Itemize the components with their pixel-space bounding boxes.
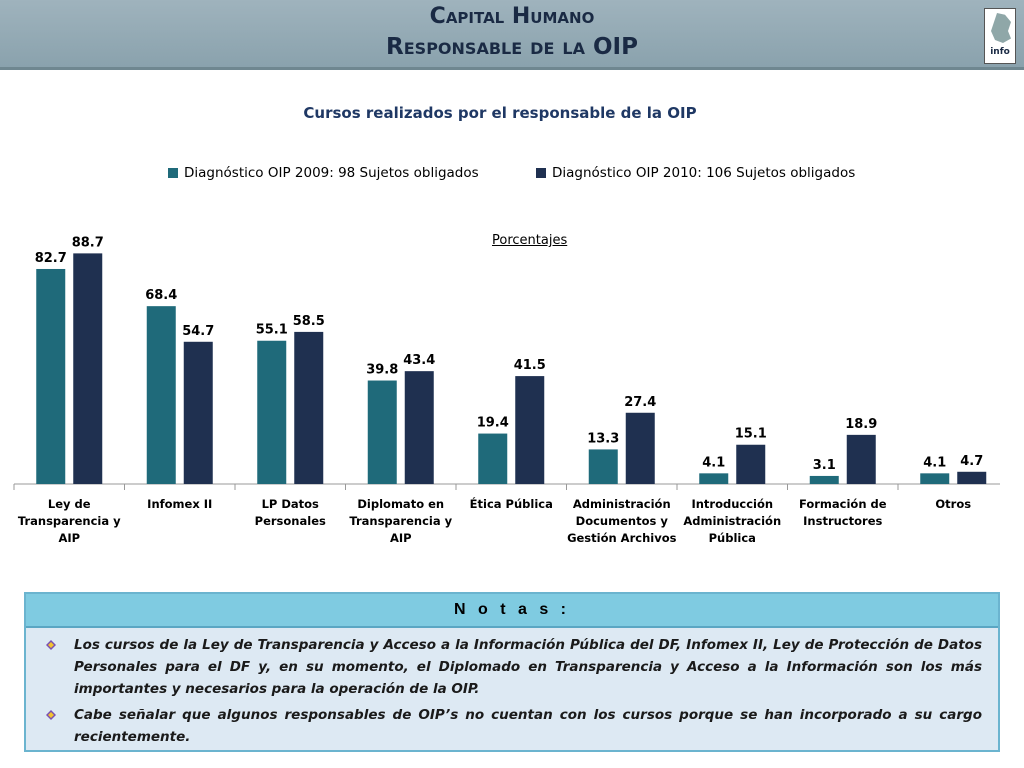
notes-panel: N o t a s : Los cursos de la Ley de Tran… bbox=[24, 592, 1000, 752]
legend-swatch-2010 bbox=[536, 168, 546, 178]
category-label: Transparencia y bbox=[18, 514, 121, 528]
data-label: 13.3 bbox=[587, 431, 619, 446]
data-label: 18.9 bbox=[845, 417, 877, 432]
note-item: Los cursos de la Ley de Transparencia y … bbox=[46, 634, 982, 700]
header-title-line1: Capital Humano bbox=[429, 4, 595, 29]
chart-title: Cursos realizados por el responsable de … bbox=[303, 104, 697, 122]
notes-title: N o t a s : bbox=[26, 594, 998, 628]
legend-swatch-2009 bbox=[168, 168, 178, 178]
data-label: 43.4 bbox=[403, 353, 435, 368]
category-label: Pública bbox=[709, 531, 756, 545]
category-label: Administración bbox=[683, 514, 781, 528]
bar-2009 bbox=[36, 268, 66, 484]
bar-2010 bbox=[404, 371, 434, 484]
category-label: Administración bbox=[573, 497, 671, 511]
data-label: 3.1 bbox=[813, 458, 836, 473]
category-label: Infomex II bbox=[147, 497, 212, 511]
data-label: 19.4 bbox=[477, 416, 509, 431]
bar-2009 bbox=[257, 340, 287, 484]
data-label: 4.1 bbox=[923, 455, 946, 470]
bar-2009 bbox=[146, 306, 176, 484]
category-label: Ley de bbox=[48, 497, 91, 511]
bar-2010 bbox=[515, 376, 545, 484]
category-label: Otros bbox=[935, 497, 971, 511]
bar-2009 bbox=[588, 449, 618, 484]
category-label: Personales bbox=[255, 514, 326, 528]
data-label: 41.5 bbox=[514, 358, 546, 373]
category-label: Instructores bbox=[803, 514, 882, 528]
data-label: 15.1 bbox=[735, 427, 767, 442]
bar-2010 bbox=[957, 471, 987, 484]
bar-2009 bbox=[699, 473, 729, 484]
bar-2009 bbox=[478, 433, 508, 484]
data-label: 4.7 bbox=[960, 454, 983, 469]
bar-2010 bbox=[625, 412, 655, 484]
bar-2010 bbox=[183, 341, 213, 484]
notes-list: Los cursos de la Ley de Transparencia y … bbox=[26, 628, 998, 748]
category-label: Documentos y bbox=[576, 514, 669, 528]
bar-2010 bbox=[846, 434, 876, 484]
data-label: 4.1 bbox=[702, 455, 725, 470]
legend-item-2010: Diagnóstico OIP 2010: 106 Sujetos obliga… bbox=[536, 165, 855, 181]
info-logo: info bbox=[984, 8, 1016, 64]
header-bar: Capital Humano Responsable de la OIP inf… bbox=[0, 0, 1024, 70]
note-text-1: Los cursos de la Ley de Transparencia y … bbox=[74, 637, 982, 697]
bar-2009 bbox=[809, 475, 839, 484]
data-label: 68.4 bbox=[145, 288, 177, 303]
category-label: Introducción bbox=[691, 497, 773, 511]
note-item: Cabe señalar que algunos responsables de… bbox=[46, 704, 982, 748]
category-label: Diplomato en bbox=[357, 497, 444, 511]
category-label: Transparencia y bbox=[349, 514, 452, 528]
map-icon bbox=[991, 13, 1011, 43]
category-label: Gestión Archivos bbox=[567, 531, 677, 545]
bar-2009 bbox=[920, 473, 950, 484]
data-label: 54.7 bbox=[182, 324, 214, 339]
bar-2009 bbox=[367, 380, 397, 484]
bar-2010 bbox=[73, 253, 103, 484]
data-label: 58.5 bbox=[293, 314, 325, 329]
data-label: 39.8 bbox=[366, 363, 398, 378]
category-label: LP Datos bbox=[262, 497, 319, 511]
category-label: AIP bbox=[58, 531, 80, 545]
note-text-2: Cabe señalar que algunos responsables de… bbox=[74, 707, 982, 745]
category-label: Formación de bbox=[799, 497, 887, 511]
legend-label-2009: Diagnóstico OIP 2009: 98 Sujetos obligad… bbox=[184, 165, 479, 181]
diamond-bullet-icon bbox=[46, 640, 56, 650]
diamond-bullet-icon bbox=[46, 710, 56, 720]
bar-chart: 82.7 88.7 Ley de Transparencia y AIP 68.4 54.7… bbox=[13, 235, 1000, 545]
bar-2010 bbox=[294, 331, 324, 484]
category-label: Ética Pública bbox=[470, 496, 553, 511]
data-label: 88.7 bbox=[72, 235, 104, 250]
data-label: 27.4 bbox=[624, 395, 656, 410]
legend-label-2010: Diagnóstico OIP 2010: 106 Sujetos obliga… bbox=[552, 165, 856, 181]
data-label: 55.1 bbox=[256, 323, 288, 338]
legend-item-2009: Diagnóstico OIP 2009: 98 Sujetos obligad… bbox=[168, 165, 479, 181]
header-title-line2: Responsable de la OIP bbox=[386, 34, 638, 60]
chart-subtitle: Porcentajes bbox=[492, 233, 568, 248]
data-label: 82.7 bbox=[35, 251, 67, 266]
logo-text: info bbox=[990, 47, 1010, 57]
bar-2010 bbox=[736, 444, 766, 484]
category-label: AIP bbox=[390, 531, 412, 545]
